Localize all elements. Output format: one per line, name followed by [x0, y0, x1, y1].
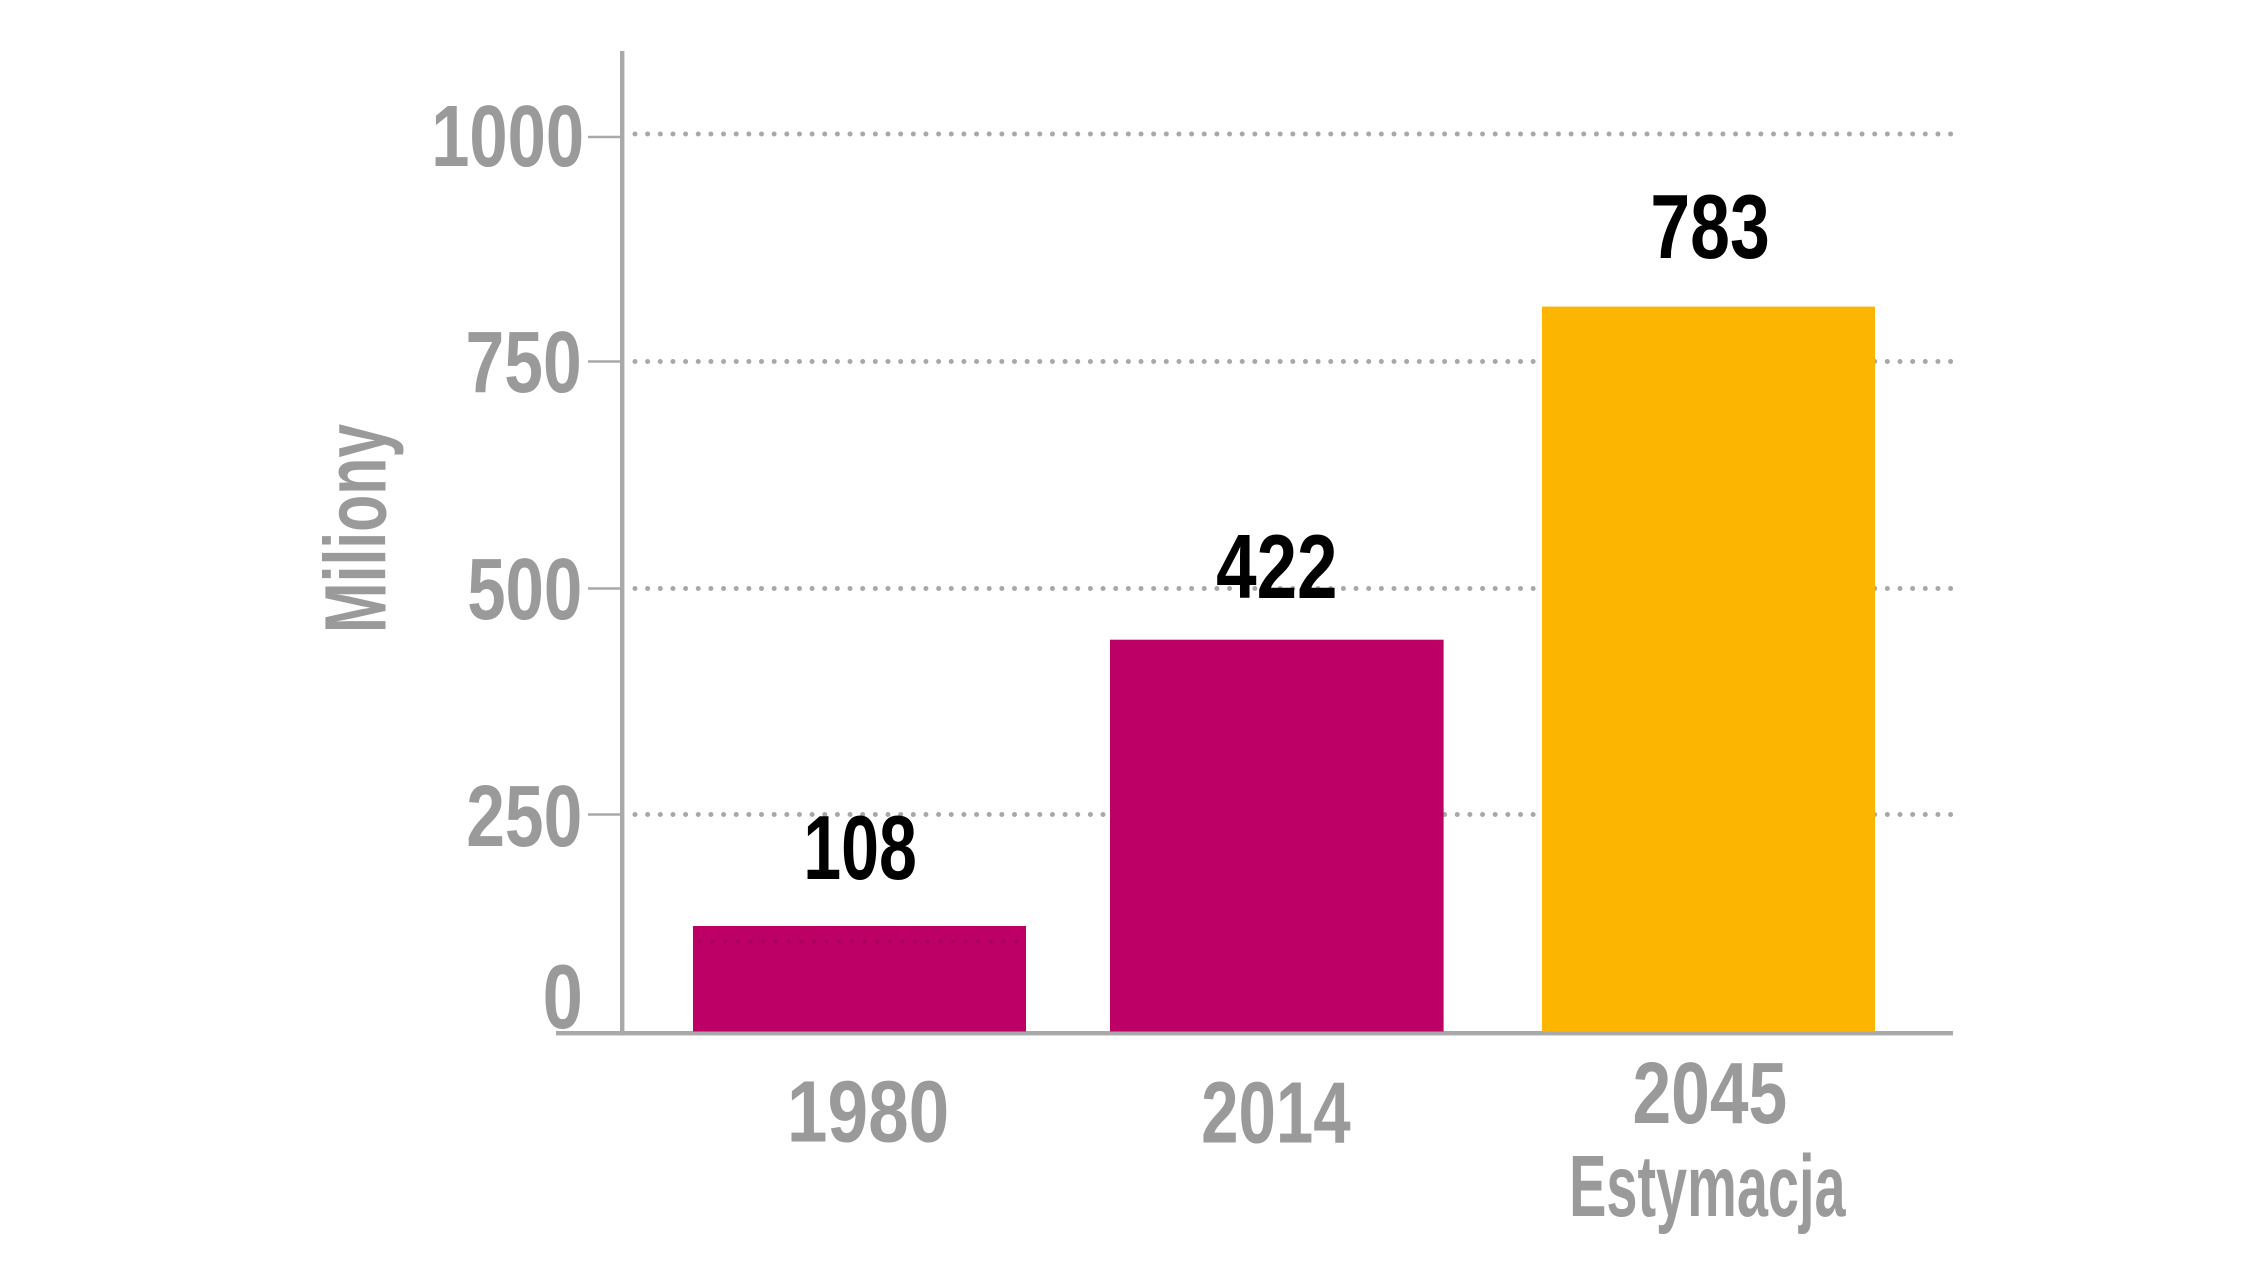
svg-text:108: 108 [803, 798, 917, 899]
svg-text:1980: 1980 [787, 1063, 949, 1161]
svg-text:783: 783 [1650, 177, 1769, 278]
svg-text:1000: 1000 [431, 87, 584, 185]
svg-text:2014: 2014 [1201, 1064, 1351, 1162]
svg-text:250: 250 [466, 767, 582, 865]
svg-text:0: 0 [543, 947, 583, 1048]
svg-text:Estymacja: Estymacja [1569, 1137, 1846, 1235]
svg-text:750: 750 [466, 313, 582, 411]
svg-text:Miliony: Miliony [307, 424, 405, 633]
svg-text:500: 500 [467, 540, 582, 638]
svg-text:422: 422 [1216, 517, 1337, 618]
svg-text:2045: 2045 [1633, 1044, 1788, 1142]
